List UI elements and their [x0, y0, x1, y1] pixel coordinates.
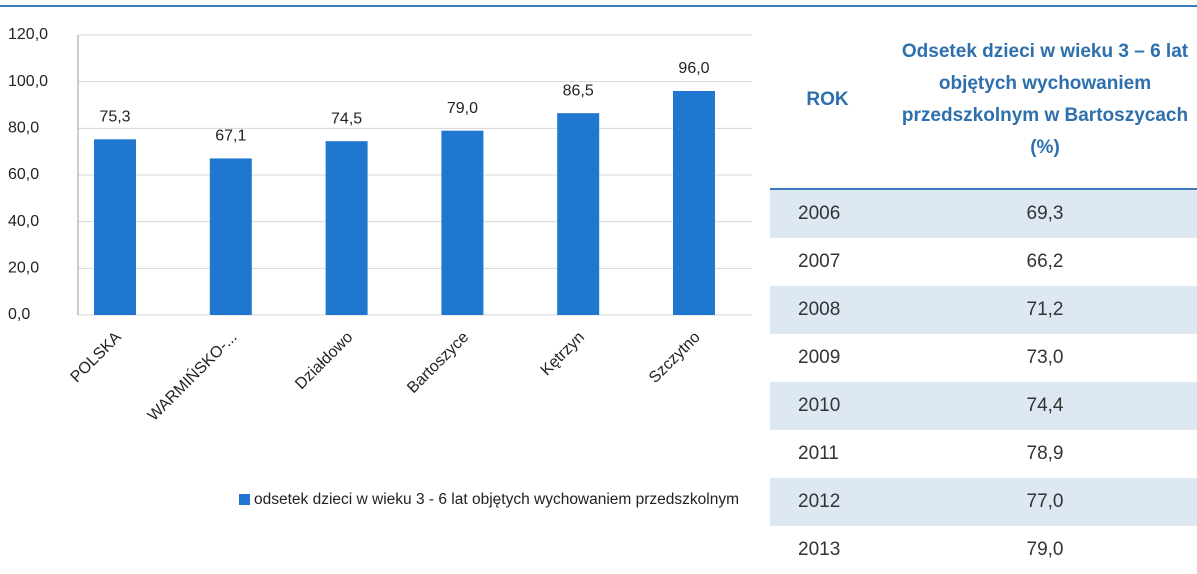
table-cell: 73,0: [1026, 347, 1064, 368]
top-rule: [0, 5, 1197, 7]
table-cell: 2013: [798, 539, 841, 560]
table-header: ROK Odsetek dzieci w wieku 3 – 6 lat obj…: [770, 12, 1197, 190]
table-cell: 74,4: [1026, 395, 1064, 416]
y-tick-label: 80,0: [8, 120, 39, 137]
x-tick-label: POLSKA: [68, 329, 126, 387]
x-tick-label: Kętrzyn: [538, 329, 588, 379]
header-cell: ROK: [806, 89, 849, 110]
table-cell: 69,3: [1026, 203, 1064, 224]
bar: [209, 158, 252, 315]
x-tick-label: Szczytno: [646, 329, 704, 387]
bar: [325, 141, 368, 315]
y-tick-label: 120,0: [8, 26, 48, 43]
table-cell: 2006: [798, 203, 841, 224]
header-cell: Odsetek dzieci w wieku 3 – 6 lat objętyc…: [901, 41, 1189, 158]
table-row: 2008 71,2: [770, 286, 1197, 334]
table-cell: 78,9: [1026, 443, 1064, 464]
x-tick-label: Bartoszyce: [404, 329, 472, 397]
bar: [94, 139, 136, 315]
y-tick-label: 0,0: [8, 306, 30, 323]
x-tick-label: Działdowo: [292, 329, 356, 393]
table-row: 2011 78,9: [770, 430, 1197, 478]
table-row: 2013 79,0: [770, 526, 1197, 574]
y-tick-label: 100,0: [8, 73, 48, 90]
legend-label: odsetek dzieci w wieku 3 - 6 lat objętyc…: [254, 491, 739, 508]
bar: [557, 113, 600, 316]
data-label: 96,0: [678, 60, 709, 77]
table-cell: 66,2: [1026, 251, 1064, 272]
table: ROK Odsetek dzieci w wieku 3 – 6 lat obj…: [770, 12, 1197, 574]
legend-swatch: [239, 494, 250, 505]
table-cell: 2008: [798, 299, 841, 320]
table-cell: 2012: [798, 491, 841, 512]
table-row: 2009 73,0: [770, 334, 1197, 382]
data-label: 79,0: [447, 100, 478, 117]
data-label: 67,1: [215, 128, 246, 145]
table-cell: 2009: [798, 347, 841, 368]
y-tick-label: 20,0: [8, 260, 39, 277]
page: 0,0 20,0 40,0 60,0 80,0 100,0 120,0 POLSKA WARMI…: [0, 5, 1197, 560]
table-row: 2006 69,3: [770, 190, 1197, 238]
table-row: 2010 74,4: [770, 382, 1197, 430]
table-cell: 2010: [798, 395, 841, 416]
table-cell: 77,0: [1026, 491, 1064, 512]
chart: 0,0 20,0 40,0 60,0 80,0 100,0 120,0 POLSKA WARMI…: [8, 26, 752, 508]
table-cell: 79,0: [1026, 539, 1064, 560]
y-tick-label: 40,0: [8, 213, 39, 230]
x-tick-label: WARMIŃSKO-...: [143, 327, 240, 424]
table-cell: 2007: [798, 251, 841, 272]
table-cell: 2011: [798, 443, 839, 464]
bar: [441, 130, 484, 315]
data-label: 75,3: [99, 109, 130, 126]
table-row: 2012 77,0: [770, 478, 1197, 526]
data-label: 74,5: [331, 110, 362, 127]
table-cell: 71,2: [1026, 299, 1064, 320]
y-tick-label: 60,0: [8, 166, 39, 183]
bar: [673, 91, 715, 315]
table-body: 2006 69,3 2007 66,2 2008 71,2 2009 73,0 2010 74,4…: [770, 190, 1197, 574]
data-label: 86,5: [563, 82, 594, 99]
table-row: 2007 66,2: [770, 238, 1197, 286]
